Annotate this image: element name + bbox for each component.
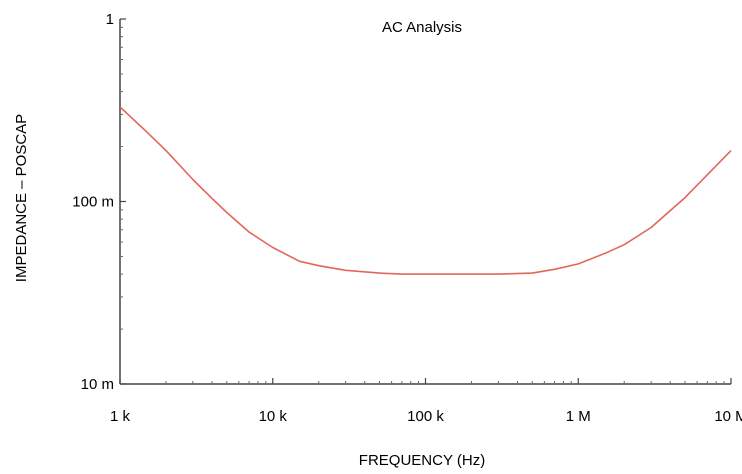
y-tick-label: 1 <box>106 11 114 28</box>
x-axis-title: FREQUENCY (Hz) <box>359 452 485 469</box>
x-tick-label: 10 k <box>259 408 288 425</box>
x-tick-label: 10 M <box>714 408 742 425</box>
x-tick-label: 100 k <box>407 408 444 425</box>
y-tick-label: 10 m <box>81 376 114 393</box>
axes: 1 k 10 k 100 k 1 M 10 M 10 m 100 m 1 <box>72 11 742 425</box>
chart-title: AC Analysis <box>382 19 462 36</box>
y-tick-label: 100 m <box>72 194 114 211</box>
y-axis-title: IMPEDANCE – POSCAP <box>13 114 30 282</box>
x-tick-label: 1 M <box>566 408 591 425</box>
plot-area <box>119 106 732 275</box>
series-line-impedance <box>119 106 732 275</box>
x-tick-label: 1 k <box>110 408 131 425</box>
